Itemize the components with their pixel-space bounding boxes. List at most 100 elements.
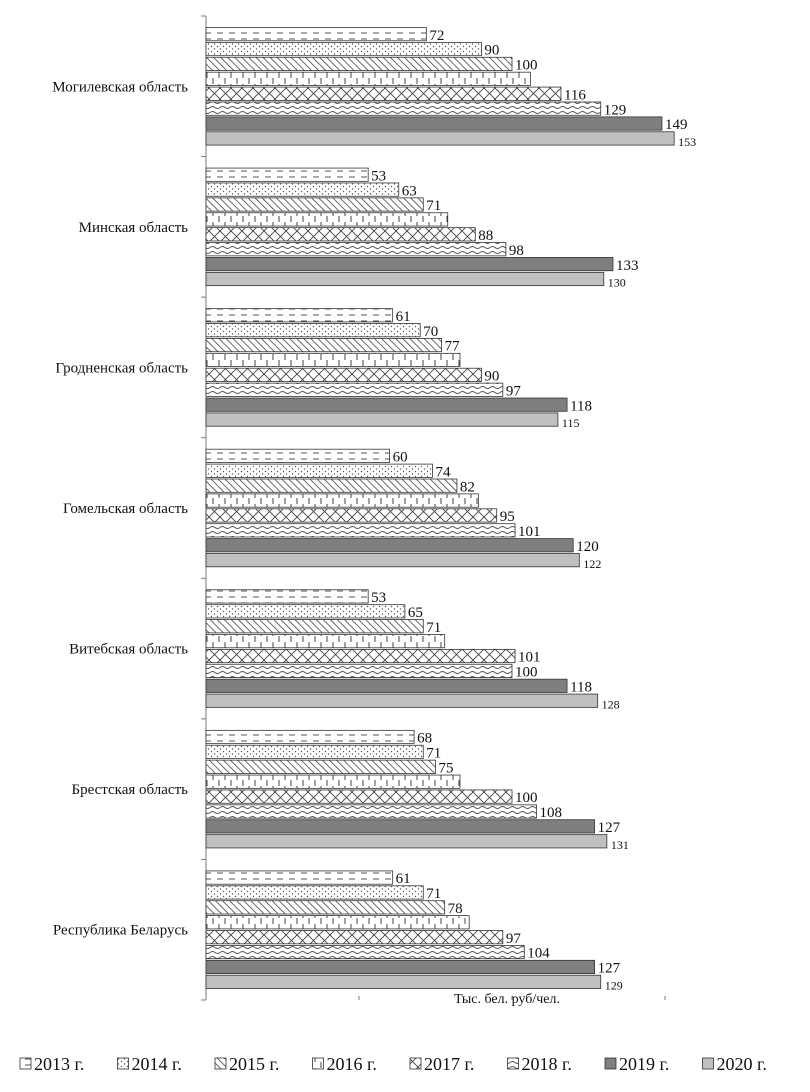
category-label: Гродненская область <box>55 360 188 376</box>
data-label: 97 <box>506 931 522 947</box>
bar-2014-3 <box>205 463 433 478</box>
data-label: 74 <box>435 464 451 480</box>
bar-2020-4 <box>205 693 599 708</box>
bar-2020-1 <box>205 271 605 287</box>
data-label: 101 <box>518 650 541 666</box>
bar-2016-0 <box>205 71 531 86</box>
bar-2017-0 <box>205 86 562 101</box>
bar-2016-3 <box>205 493 479 508</box>
legend-label: 2018 г. <box>522 1054 572 1074</box>
bar-2014-4 <box>205 604 406 619</box>
legend-label: 2020 г. <box>717 1054 767 1074</box>
legend-swatch <box>507 1057 519 1070</box>
data-label: 82 <box>460 479 475 495</box>
data-label: 61 <box>396 309 411 325</box>
bar-2019-0 <box>205 116 663 131</box>
data-label: 116 <box>564 87 586 103</box>
bar-2018-5 <box>205 804 537 819</box>
data-label: 53 <box>371 168 386 184</box>
bar-2017-6 <box>205 930 504 945</box>
data-label: 71 <box>426 746 441 762</box>
category-label: Минская область <box>79 220 189 236</box>
data-label: 71 <box>426 620 441 636</box>
data-label: 118 <box>570 679 592 695</box>
bar-2014-6 <box>205 885 424 900</box>
data-label: 63 <box>402 183 417 199</box>
bar-2019-4 <box>205 678 568 693</box>
legend-label: 2019 г. <box>619 1054 669 1074</box>
legend-label: 2016 г. <box>327 1054 377 1074</box>
data-label: 72 <box>429 28 444 44</box>
bar-2020-5 <box>205 834 608 849</box>
bar-2015-3 <box>205 478 458 493</box>
bar-2014-0 <box>205 41 482 57</box>
bar-2018-0 <box>205 101 602 116</box>
data-label: 98 <box>509 243 524 259</box>
bar-2016-5 <box>205 774 461 789</box>
data-label: 130 <box>608 276 626 290</box>
data-label: 153 <box>678 135 696 149</box>
bar-2019-5 <box>205 819 596 834</box>
bar-2018-3 <box>205 523 516 538</box>
bar-2013-1 <box>205 167 369 182</box>
data-label: 68 <box>417 731 432 747</box>
legend-label: 2015 г. <box>229 1054 279 1074</box>
bar-2013-6 <box>205 870 394 885</box>
bar-2016-4 <box>205 634 446 649</box>
bar-2016-1 <box>205 212 449 227</box>
data-label: 128 <box>602 697 620 711</box>
bar-2017-4 <box>205 648 516 664</box>
category-label: Могилевская область <box>52 79 188 95</box>
data-label: 127 <box>598 820 621 836</box>
legend-label: 2017 г. <box>424 1054 474 1074</box>
bar-2014-2 <box>205 323 421 338</box>
data-label: 122 <box>583 557 601 571</box>
data-label: 95 <box>500 509 515 525</box>
bar-2020-2 <box>205 412 559 427</box>
data-label: 133 <box>616 258 639 274</box>
bar-2017-1 <box>205 227 476 242</box>
data-label: 61 <box>396 871 411 887</box>
legend-swatch <box>312 1057 324 1070</box>
data-label: 100 <box>515 665 538 681</box>
bar-2017-3 <box>205 508 498 523</box>
legend-swatch <box>409 1057 422 1070</box>
data-label: 108 <box>539 805 562 821</box>
data-label: 70 <box>423 324 438 340</box>
bar-2020-6 <box>205 974 602 989</box>
bar-2020-0 <box>205 131 675 146</box>
bar-2014-1 <box>205 182 400 197</box>
bar-2015-4 <box>205 619 424 634</box>
bar-2016-6 <box>205 915 470 930</box>
data-label: 100 <box>515 790 538 806</box>
bar-2019-6 <box>205 959 596 975</box>
legend-swatch <box>702 1057 714 1070</box>
bar-2018-6 <box>205 945 525 960</box>
bar-2017-5 <box>205 789 513 804</box>
data-label: 77 <box>445 339 461 355</box>
bar-2020-3 <box>205 553 580 568</box>
bar-2013-2 <box>205 308 394 323</box>
bar-2013-0 <box>205 27 427 42</box>
bar-2013-4 <box>205 589 369 604</box>
bar-2019-3 <box>205 538 574 553</box>
bar-2019-1 <box>205 257 614 272</box>
data-label: 100 <box>515 58 538 74</box>
category-label: Гомельская область <box>63 501 188 517</box>
data-label: 97 <box>506 383 522 399</box>
category-label: Республика Беларусь <box>53 923 188 939</box>
bar-2015-5 <box>205 759 436 774</box>
bar-2015-2 <box>205 338 443 353</box>
data-label: 60 <box>393 450 408 466</box>
bar-2018-1 <box>205 242 507 257</box>
data-label: 71 <box>426 886 441 902</box>
bar-2015-6 <box>205 900 446 915</box>
legend-swatch <box>117 1057 129 1070</box>
legend-swatch <box>19 1057 32 1070</box>
legend-swatch <box>604 1057 617 1070</box>
data-label: 149 <box>665 117 688 133</box>
legend: 2013 г. 2014 г. 2015 г. 2016 г. 2017 г. 2018 … <box>19 1054 767 1074</box>
plot-area: Могилевская область 72 90 100 116 129 149 153 Ми… <box>52 15 696 1001</box>
data-label: 129 <box>604 102 627 118</box>
data-label: 118 <box>570 398 592 414</box>
